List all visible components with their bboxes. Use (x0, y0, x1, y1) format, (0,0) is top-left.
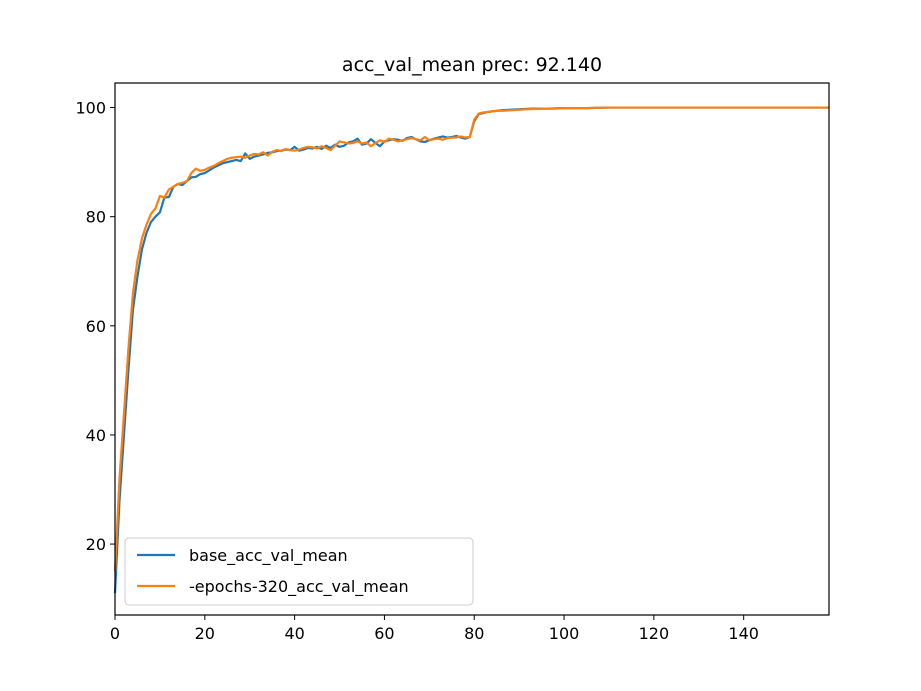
legend: base_acc_val_mean -epochs-320_acc_val_me… (124, 537, 474, 606)
y-tick-label: 80 (86, 208, 106, 227)
plot-area (113, 106, 829, 594)
series-line-base-acc-val-mean (113, 106, 829, 594)
x-tick-label: 20 (195, 624, 215, 643)
y-tick-label: 20 (86, 535, 106, 554)
legend-label-base: base_acc_val_mean (189, 546, 348, 566)
x-tick-label: 80 (464, 624, 484, 643)
legend-label-epochs-320: -epochs-320_acc_val_mean (189, 577, 409, 597)
axes-frame (114, 82, 830, 616)
x-axis: 0 20 40 60 80 100 120 140 (110, 615, 759, 643)
series-line-epochs-320-acc-val-mean (113, 106, 829, 572)
y-tick-label: 100 (75, 99, 106, 118)
x-tick-label: 120 (639, 624, 670, 643)
y-axis: 20 40 60 80 100 (75, 99, 115, 554)
x-tick-label: 140 (728, 624, 759, 643)
y-tick-label: 40 (86, 426, 106, 445)
y-tick-label: 60 (86, 317, 106, 336)
x-tick-label: 40 (284, 624, 304, 643)
x-tick-label: 0 (110, 624, 120, 643)
legend-box (124, 537, 474, 606)
chart-title: acc_val_mean prec: 92.140 (342, 54, 602, 76)
x-tick-label: 100 (549, 624, 580, 643)
x-tick-label: 60 (374, 624, 394, 643)
